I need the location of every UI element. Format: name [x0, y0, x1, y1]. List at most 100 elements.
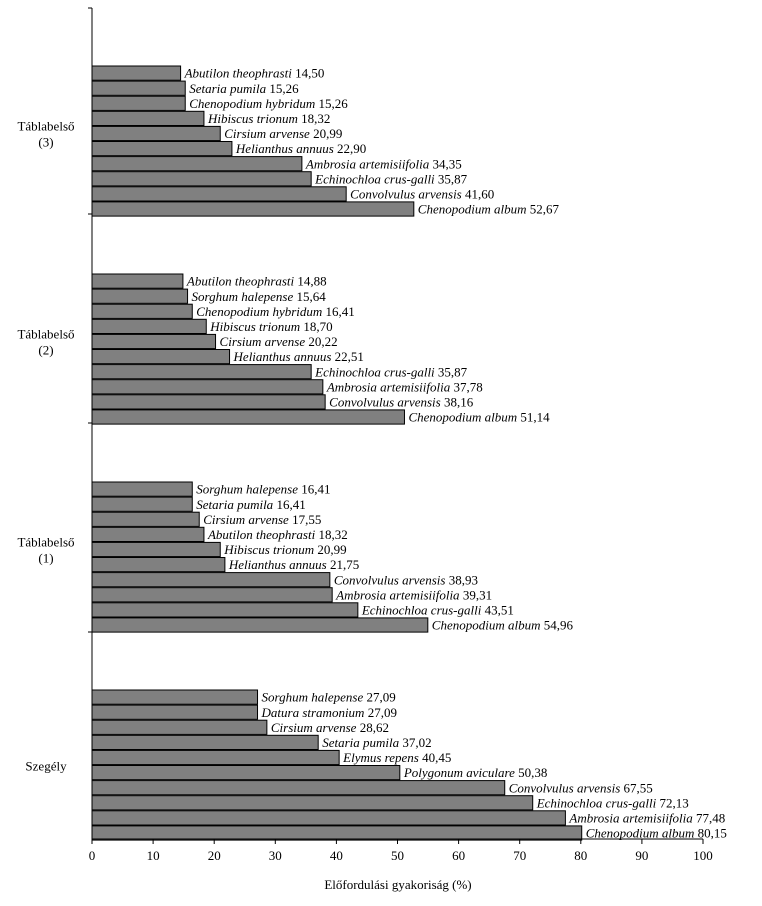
bar: [91, 273, 184, 289]
bar-label-value: 72,13: [656, 795, 689, 810]
bar-label-species: Sorghum halepense: [192, 289, 294, 304]
bar: [91, 364, 312, 380]
bar-label-value: 52,67: [527, 202, 560, 217]
bar: [91, 481, 193, 497]
bar-label-species: Setaria pumila: [189, 81, 266, 96]
bar-label: Cirsium arvense 20,22: [220, 334, 338, 349]
bar: [91, 394, 326, 410]
category-label: Táblabelső: [17, 535, 74, 550]
bar-label-value: 54,96: [541, 618, 574, 633]
bar-label-value: 16,41: [273, 497, 306, 512]
bar-label: Chenopodium hybridum 15,26: [189, 96, 348, 111]
bar-label-species: Sorghum halepense: [196, 482, 298, 497]
bar-label-value: 77,48: [693, 811, 726, 826]
bar-label-value: 14,88: [294, 274, 327, 289]
bar-label: Abutilon theophrasti 14,50: [184, 66, 325, 81]
x-tick-label: 30: [269, 848, 282, 863]
bar-label-value: 18,32: [315, 527, 348, 542]
bar-label: Setaria pumila 16,41: [196, 497, 305, 512]
bar: [91, 171, 312, 187]
bar-label-species: Setaria pumila: [322, 735, 399, 750]
bar: [91, 780, 506, 796]
bar-label-species: Ambrosia artemisiifolia: [335, 587, 460, 602]
bar-label-value: 38,16: [441, 395, 474, 410]
bar-label-value: 67,55: [620, 780, 653, 795]
bar-label: Echinochloa crus-galli 72,13: [536, 795, 689, 810]
bar-label-species: Chenopodium album: [432, 618, 541, 633]
bar: [91, 704, 259, 720]
x-tick-label: 50: [391, 848, 404, 863]
category-label: Táblabelső: [17, 119, 74, 134]
category-label: (3): [38, 135, 53, 150]
bar-label-value: 80,15: [694, 826, 727, 841]
x-ticks: 0 10 20 30 40 50 60 70 80 90 100: [89, 839, 713, 863]
bar-label-species: Echinochloa crus-galli: [314, 171, 435, 186]
bar-label-species: Abutilon theophrasti: [207, 527, 316, 542]
bar-label-species: Hibiscus trionum: [209, 319, 300, 334]
x-tick-label: 40: [330, 848, 343, 863]
bar-label: Convolvulus arvensis 38,93: [334, 572, 478, 587]
category-label: Táblabelső: [17, 327, 74, 342]
bar: [91, 156, 303, 172]
category-label: (1): [38, 551, 53, 566]
bar-label: Sorghum halepense 16,41: [196, 482, 330, 497]
bar-label-species: Abutilon theophrasti: [184, 66, 293, 81]
x-tick-label: 80: [574, 848, 587, 863]
bar: [91, 734, 319, 750]
bar-label-value: 28,62: [356, 720, 389, 735]
bar-label-species: Echinochloa crus-galli: [314, 364, 435, 379]
bar-label-species: Ambrosia artemisiifolia: [568, 811, 693, 826]
bar-label: Chenopodium album 54,96: [432, 618, 574, 633]
bar-label: Ambrosia artemisiifolia 34,35: [305, 156, 462, 171]
bar-label-value: 17,55: [289, 512, 322, 527]
bar-label-value: 15,26: [266, 81, 299, 96]
bar-label: Ambrosia artemisiifolia 39,31: [335, 587, 492, 602]
bar-label-value: 43,51: [481, 603, 513, 618]
bar-label-species: Sorghum halepense: [262, 690, 364, 705]
bar-label: Echinochloa crus-galli 43,51: [361, 603, 514, 618]
bar-label-value: 34,35: [429, 156, 462, 171]
bar-label-value: 22,51: [331, 349, 364, 364]
category-label: (2): [38, 343, 53, 358]
bar-label: Chenopodium hybridum 16,41: [196, 304, 355, 319]
bar-label-species: Ambrosia artemisiifolia: [305, 156, 430, 171]
bar: [91, 526, 205, 542]
bar-label-value: 51,14: [517, 410, 550, 425]
x-tick-label: 20: [208, 848, 221, 863]
bar: [91, 541, 221, 558]
bar: [91, 572, 331, 588]
x-tick-label: 90: [635, 848, 648, 863]
bar-label: Abutilon theophrasti 14,88: [186, 274, 327, 289]
bar-label: Sorghum halepense 27,09: [262, 690, 396, 705]
bar: [91, 65, 182, 81]
bar-label-value: 41,60: [462, 187, 495, 202]
bar-label-species: Chenopodium hybridum: [196, 304, 322, 319]
bar-label: Hibiscus trionum 18,32: [207, 111, 330, 126]
bar-label: Hibiscus trionum 18,70: [209, 319, 332, 334]
x-tick-label: 0: [89, 848, 96, 863]
bar-label: Abutilon theophrasti 18,32: [207, 527, 348, 542]
bar-label: Helianthus annuus 21,75: [228, 557, 359, 572]
bar-label-value: 16,41: [322, 304, 355, 319]
bar-label-species: Echinochloa crus-galli: [361, 603, 482, 618]
bar-label-species: Convolvulus arvensis: [350, 187, 462, 202]
bar: [91, 95, 186, 111]
bar-label-value: 27,09: [364, 705, 397, 720]
bar: [91, 511, 200, 527]
bar-label-species: Cirsium arvense: [271, 720, 357, 735]
bar-label: Cirsium arvense 17,55: [203, 512, 321, 527]
bar: [91, 125, 221, 142]
bar-label-species: Chenopodium hybridum: [189, 96, 315, 111]
bar: [91, 409, 405, 425]
bar-label: Convolvulus arvensis 41,60: [350, 187, 494, 202]
bar-label-species: Helianthus annuus: [235, 141, 334, 156]
bar-label-value: 50,38: [515, 765, 548, 780]
bar: [91, 186, 347, 202]
x-tick-label: 70: [513, 848, 526, 863]
bar: [91, 825, 583, 841]
bar-label-species: Chenopodium album: [408, 410, 517, 425]
category-label: Szegély: [25, 759, 67, 774]
bar-label: Chenopodium album 80,15: [586, 826, 727, 841]
bar: [91, 288, 189, 304]
